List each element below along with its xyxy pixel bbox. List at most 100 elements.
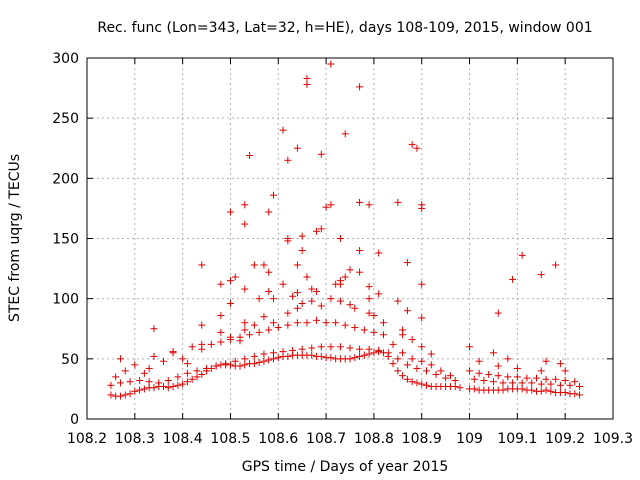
data-point [509,379,517,387]
data-point [121,367,129,375]
data-point [241,355,249,363]
data-point [174,381,182,389]
data-point [365,345,373,353]
data-point [121,391,129,399]
data-point [504,355,512,363]
chart-title: Rec. func (Lon=343, Lat=32, h=HE), days … [97,20,592,36]
data-point [418,314,426,322]
data-point [399,349,407,357]
y-tick-label: 0 [70,412,79,428]
data-point [571,378,579,386]
data-point [518,379,526,387]
data-point [303,80,311,88]
data-point [260,313,268,321]
data-point [370,328,378,336]
data-point [499,379,507,387]
data-point [403,307,411,315]
data-point [203,364,211,372]
data-point [408,355,416,363]
data-point [293,304,301,312]
data-point [509,275,517,283]
data-point [346,266,354,274]
data-point [351,304,359,312]
data-point [260,357,268,365]
data-point [183,360,191,368]
data-point [365,309,373,317]
data-point [370,349,378,357]
data-point [356,198,364,206]
data-point [360,351,368,359]
data-point [341,321,349,329]
data-point [150,352,158,360]
data-point [336,343,344,351]
data-point [418,357,426,365]
data-point [303,319,311,327]
data-point [293,261,301,269]
data-point [269,319,277,327]
x-tick-label: 108.2 [67,431,107,447]
data-point [356,345,364,353]
data-point [423,381,431,389]
data-point [155,379,163,387]
data-point [365,295,373,303]
data-point [399,331,407,339]
data-point [150,325,158,333]
plot-frame [86,57,614,420]
data-point [365,201,373,209]
data-point [284,235,292,242]
x-tick-label: 108.8 [354,431,394,447]
data-point [427,361,435,369]
data-point [250,360,258,368]
data-point [284,321,292,329]
data-point [317,225,325,233]
data-point [116,392,124,400]
data-point [432,370,440,378]
data-point [298,232,306,240]
data-point [413,144,421,152]
data-point [140,385,148,393]
data-point [489,378,497,386]
data-point [375,249,383,257]
data-point [198,370,206,378]
data-point [298,299,306,307]
data-point [537,367,545,375]
data-point [317,352,325,360]
data-point [279,348,287,356]
data-point [561,389,569,397]
data-point [513,373,521,381]
data-point [241,361,249,369]
data-point [236,362,244,370]
data-point [418,280,426,288]
data-point [317,343,325,351]
data-point [289,292,297,300]
x-tick-label: 108.7 [306,431,346,447]
x-axis-label: GPS time / Days of year 2015 [242,459,449,475]
data-point [365,283,373,291]
data-point [518,385,526,393]
data-point [494,362,502,370]
data-point [317,150,325,158]
data-point [375,346,383,354]
data-point [160,383,168,391]
data-point [494,372,502,380]
grid [87,58,613,419]
data-point [226,299,234,307]
data-point [556,360,564,368]
data-point [226,361,234,369]
data-point [107,391,115,399]
data-point [241,319,249,327]
data-point [145,378,153,386]
data-point [145,364,153,372]
data-point [394,297,402,305]
data-point [255,328,263,336]
data-point [356,268,364,276]
data-point [131,387,139,395]
data-point [523,374,531,382]
data-point [303,74,311,82]
data-point [308,351,316,359]
data-points [107,60,584,400]
data-point [418,204,426,212]
data-point [403,259,411,267]
data-point [179,355,187,363]
data-point [308,344,316,352]
